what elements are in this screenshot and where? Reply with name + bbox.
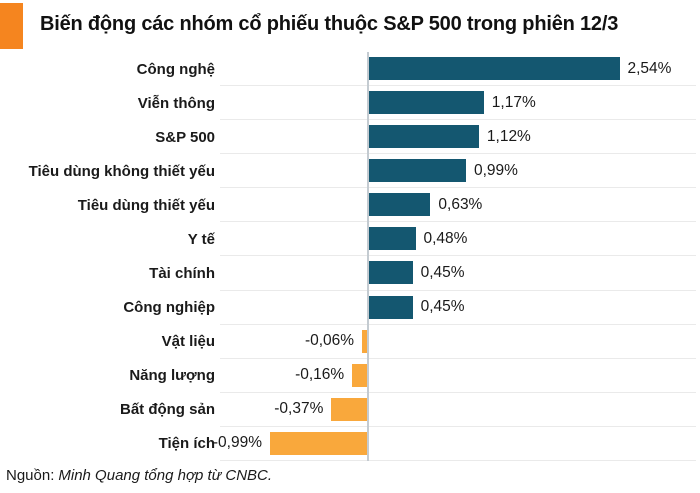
positive-bar [368, 227, 416, 251]
chart-row: Công nghiệp 0,45% [0, 291, 700, 325]
category-label: Tài chính [149, 265, 215, 282]
plot-cell: -0,99% [213, 427, 696, 461]
plot-cell: 2,54% [220, 52, 696, 87]
source-label: Nguồn: [6, 467, 55, 484]
value-label: 0,45% [420, 298, 465, 316]
plot-cell: 0,45% [220, 291, 696, 325]
category-label: Bất động sản [119, 401, 215, 419]
chart-row: Năng lượng -0,16% [0, 359, 700, 393]
negative-bar [331, 397, 368, 421]
zero-axis-line [367, 52, 369, 461]
category-label: Tiện ích [158, 435, 215, 453]
positive-bar [368, 125, 479, 149]
positive-bar [368, 261, 413, 285]
plot-cell: -0,06% [220, 325, 696, 359]
chart-row: Viễn thông 1,17% [0, 86, 700, 121]
chart-row: S&P 500 1,12% [0, 120, 700, 155]
value-label: 0,63% [438, 195, 483, 213]
category-label: Y tế [187, 230, 215, 248]
category-label: Tiêu dùng thiết yếu [77, 196, 215, 214]
chart-row: Tiêu dùng thiết yếu 0,63% [0, 188, 700, 223]
chart-row: Vật liệu -0,06% [0, 325, 700, 359]
category-label: Viễn thông [137, 94, 215, 112]
value-label: 0,99% [474, 161, 518, 179]
value-label: 1,12% [486, 127, 531, 145]
bar-chart: Công nghệ 2,54% Viễn thông 1,17% S&P 500 1,12… [0, 52, 700, 461]
chart-row: Y tế 0,48% [0, 222, 700, 257]
category-label: Vật liệu [161, 333, 215, 351]
plot-cell: 1,17% [220, 86, 696, 121]
negative-bar [270, 431, 368, 455]
source-text: Minh Quang tổng hợp từ CNBC. [58, 467, 273, 484]
value-label: -0,37% [274, 400, 324, 418]
title-accent-bar [0, 3, 23, 49]
chart-row: Bất động sản -0,37% [0, 393, 700, 427]
category-label: S&P 500 [155, 128, 215, 146]
chart-title: Biến động các nhóm cổ phiếu thuộc S&P 50… [40, 13, 619, 35]
chart-rows: Công nghệ 2,54% Viễn thông 1,17% S&P 500 1,12… [0, 52, 700, 461]
chart-row: Tiêu dùng không thiết yếu 0,99% [0, 154, 700, 189]
chart-row: Tài chính 0,45% [0, 256, 700, 291]
category-label: Công nghệ [136, 60, 215, 78]
plot-cell: 0,48% [220, 222, 696, 257]
category-label: Công nghiệp [123, 299, 215, 317]
category-label: Năng lượng [129, 367, 215, 385]
positive-bar [368, 193, 431, 217]
plot-cell: 1,12% [220, 120, 696, 155]
plot-cell: 0,45% [220, 256, 696, 291]
chart-row: Tiện ích -0,99% [0, 427, 700, 461]
plot-cell: -0,37% [220, 393, 696, 427]
positive-bar [368, 57, 620, 80]
positive-bar [368, 91, 484, 115]
negative-bar [352, 363, 368, 387]
value-label: -0,99% [212, 434, 262, 452]
plot-cell: 0,99% [220, 154, 696, 189]
value-label: -0,06% [304, 332, 355, 350]
value-label: 0,48% [423, 229, 468, 247]
plot-cell: 0,63% [220, 188, 696, 223]
positive-bar [368, 159, 466, 183]
value-label: 0,45% [420, 264, 465, 281]
negative-bar [362, 329, 368, 353]
value-label: 1,17% [491, 93, 536, 111]
value-label: 2,54% [627, 59, 672, 77]
value-label: -0,16% [295, 366, 345, 384]
category-label: Tiêu dùng không thiết yếu [28, 162, 215, 180]
plot-cell: -0,16% [220, 359, 696, 393]
positive-bar [368, 295, 413, 319]
chart-row: Công nghệ 2,54% [0, 52, 700, 87]
source-note: Nguồn: Minh Quang tổng hợp từ CNBC. [6, 467, 272, 484]
